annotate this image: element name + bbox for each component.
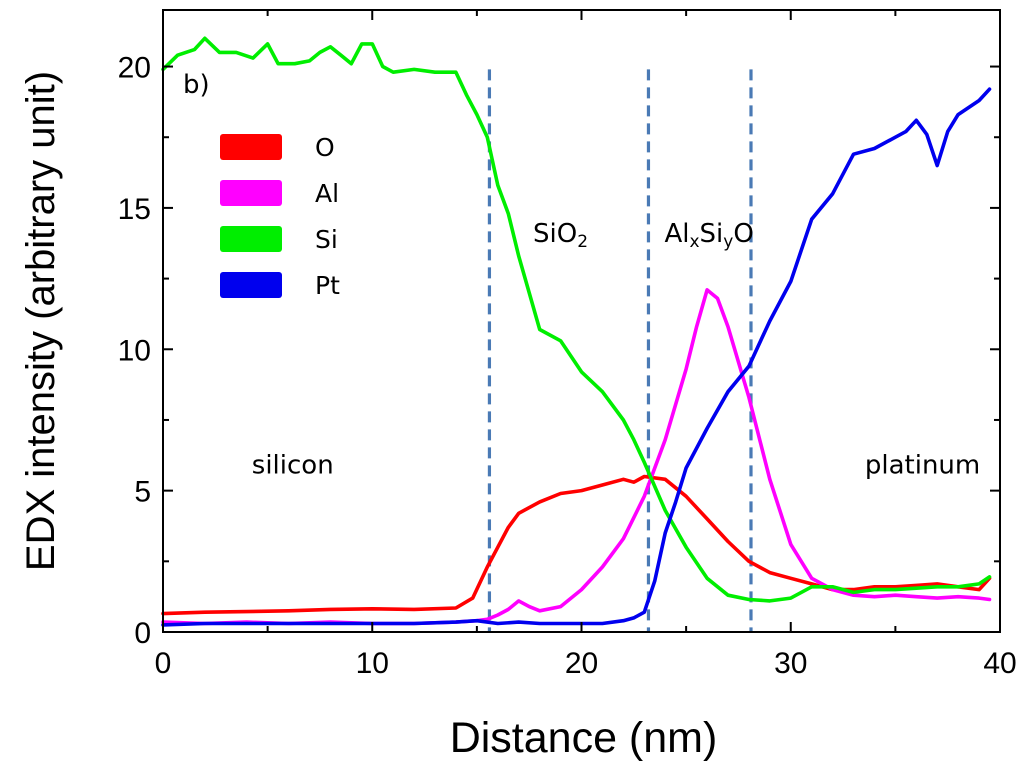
region-platinum-text: platinum — [865, 451, 980, 481]
legend-swatch-si — [220, 226, 282, 252]
region-label-silicon: silicon — [252, 451, 334, 481]
axis-ticks: 0 10 20 30 40 0 5 10 15 20 — [118, 10, 1017, 680]
y-tick-label-5: 5 — [134, 476, 151, 509]
region-alxsiyo-text: AlxSiyO — [664, 219, 753, 252]
legend: O Al Si Pt — [220, 133, 340, 300]
series-line-pt — [161, 87, 992, 627]
y-tick-label-0: 0 — [134, 617, 151, 650]
series-line-si — [161, 36, 992, 603]
boundary-lines — [487, 69, 753, 632]
region-label-sio2: SiO2 — [533, 219, 588, 252]
region-label-platinum: platinum — [865, 451, 980, 481]
region-label-alxsiyo: AlxSiyO — [664, 219, 753, 252]
y-tick-label-15: 15 — [118, 193, 151, 226]
x-tick-label-0: 0 — [155, 647, 172, 680]
y-axis-title: EDX intensity (arbitrary unit) — [19, 71, 63, 571]
x-tick-label-40: 40 — [983, 647, 1016, 680]
panel-label: b) — [183, 70, 210, 100]
x-tick-label-30: 30 — [774, 647, 807, 680]
legend-label-o: O — [315, 133, 335, 162]
region-silicon-text: silicon — [252, 451, 334, 481]
x-tick-label-20: 20 — [565, 647, 598, 680]
y-tick-label-20: 20 — [118, 52, 151, 85]
series-line-o — [161, 474, 992, 616]
x-tick-label-10: 10 — [356, 647, 389, 680]
legend-swatch-o — [220, 134, 282, 160]
legend-swatch-al — [220, 180, 282, 206]
legend-entry-o: O — [220, 133, 335, 162]
legend-swatch-pt — [220, 272, 282, 298]
legend-label-pt: Pt — [315, 271, 340, 300]
legend-entry-al: Al — [220, 179, 339, 208]
legend-entry-pt: Pt — [220, 271, 340, 300]
y-tick-label-10: 10 — [118, 334, 151, 367]
legend-label-al: Al — [315, 179, 339, 208]
plot-frame — [162, 9, 1001, 633]
x-axis-title: Distance (nm) — [450, 714, 718, 762]
legend-entry-si: Si — [220, 225, 338, 254]
legend-label-si: Si — [315, 225, 338, 254]
series-lines — [161, 36, 992, 627]
region-sio2-text: SiO2 — [533, 219, 588, 252]
